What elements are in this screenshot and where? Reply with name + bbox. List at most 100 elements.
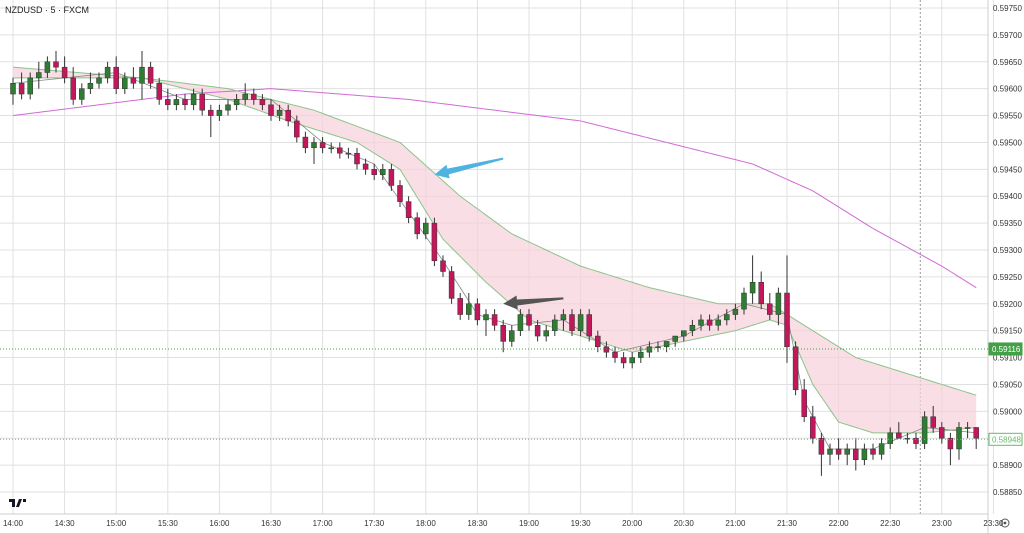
candle-body: [440, 260, 446, 272]
candle-body: [646, 346, 653, 353]
time-tick-label: 17:30: [364, 519, 385, 528]
time-tick-label: 20:00: [622, 519, 643, 528]
logo-mark: [9, 499, 26, 507]
candle-body: [122, 77, 128, 89]
time-tick-label: 20:30: [674, 519, 695, 528]
price-tag-label: 0.59116: [992, 345, 1021, 354]
candle-body: [139, 66, 145, 84]
candle-body: [165, 99, 171, 106]
candle-body: [844, 448, 850, 455]
candle-body: [767, 303, 773, 315]
candle-body: [61, 66, 68, 79]
candle-body: [27, 77, 33, 95]
settings-icon-center: [1003, 521, 1007, 525]
candle-body: [801, 389, 807, 417]
candle-body: [182, 99, 188, 106]
price-tick-label: 0.59250: [993, 273, 1022, 282]
price-tick-label: 0.59550: [993, 112, 1022, 121]
blue-arrow: [434, 157, 504, 179]
annotation-arrows: [434, 157, 564, 310]
candle-body: [466, 303, 472, 315]
time-tick-label: 15:30: [158, 519, 179, 528]
candle-body: [500, 325, 506, 342]
price-tick-label: 0.59500: [993, 138, 1022, 147]
price-tick-label: 0.59650: [993, 58, 1022, 67]
candle-body: [853, 448, 859, 460]
time-tick-label: 18:00: [416, 519, 437, 528]
candle-body: [104, 66, 111, 79]
time-axis: 14:00 14:30 15:00 15:30 16:00 16:30 17:00 17:30…: [3, 519, 1004, 528]
candle-body: [638, 351, 644, 358]
candle-body: [362, 163, 369, 170]
cloud-area: [13, 67, 977, 433]
candle-body: [878, 443, 885, 455]
candle-body: [749, 282, 756, 294]
candle-body: [921, 416, 928, 444]
candle-body: [113, 66, 119, 89]
candle-body: [715, 319, 721, 326]
price-tag-box: [988, 432, 1023, 446]
candle-body: [483, 314, 489, 321]
candle-body: [173, 99, 180, 106]
candle-body: [319, 142, 326, 149]
candle-body: [147, 66, 154, 84]
price-tick-label: 0.58900: [993, 461, 1022, 470]
candle-body: [242, 93, 248, 100]
price-tick-label: 0.58850: [993, 488, 1022, 497]
candle-body: [672, 335, 678, 342]
indicator-line-1: [12, 66, 977, 396]
candle-body: [311, 142, 317, 149]
candle-body: [930, 416, 936, 428]
indicator-line-2: [13, 77, 977, 434]
candle-body: [577, 314, 584, 331]
time-tick-label: 23:00: [932, 519, 953, 528]
candle-body: [96, 77, 102, 84]
candle-body: [964, 427, 971, 429]
candle-body: [956, 427, 962, 450]
candle-body: [784, 292, 790, 348]
candle-body: [586, 314, 592, 337]
candle-body: [354, 152, 360, 165]
candle-body: [724, 314, 730, 321]
candle-body: [371, 169, 377, 175]
price-tags: 0.59116 0.58948: [0, 342, 1023, 446]
candle-body: [534, 325, 541, 337]
price-tick-label: 0.59350: [993, 219, 1022, 228]
candle-body: [741, 292, 747, 310]
candle-body: [620, 357, 627, 364]
candle-body: [87, 83, 94, 89]
price-tick-label: 0.59450: [993, 165, 1022, 174]
candle-body: [53, 61, 59, 68]
time-tick-label: 22:30: [880, 519, 901, 528]
candle-body: [612, 351, 618, 358]
candle-body: [491, 314, 498, 326]
candle-body: [543, 330, 549, 337]
price-tick-label: 0.59150: [993, 327, 1022, 336]
time-tick-label: 15:00: [106, 519, 127, 528]
time-tick-label: 19:00: [519, 519, 540, 528]
candle-body: [818, 437, 825, 455]
candle-body: [457, 298, 463, 315]
candle-body: [380, 169, 386, 175]
candle-body: [560, 314, 567, 321]
time-tick-label: 16:30: [261, 519, 282, 528]
dark-arrow: [503, 295, 564, 310]
candle-body: [887, 432, 893, 444]
candle-body: [509, 330, 515, 342]
candle-body: [913, 437, 919, 444]
candle-body: [251, 93, 257, 100]
time-tick-label: 21:30: [777, 519, 798, 528]
candle-body: [44, 61, 51, 73]
candle-body: [276, 109, 283, 116]
candle-body: [835, 448, 842, 455]
candle-body: [302, 136, 309, 149]
candle-body: [603, 346, 610, 353]
candle-body: [259, 99, 266, 106]
candle-body: [939, 427, 945, 439]
settings-icon[interactable]: [1000, 518, 1010, 528]
candle-body: [904, 437, 911, 440]
candle-body: [810, 416, 816, 439]
time-tick-label: 19:30: [571, 519, 592, 528]
candle-body: [569, 314, 575, 331]
price-tick-label: 0.59200: [993, 300, 1022, 309]
